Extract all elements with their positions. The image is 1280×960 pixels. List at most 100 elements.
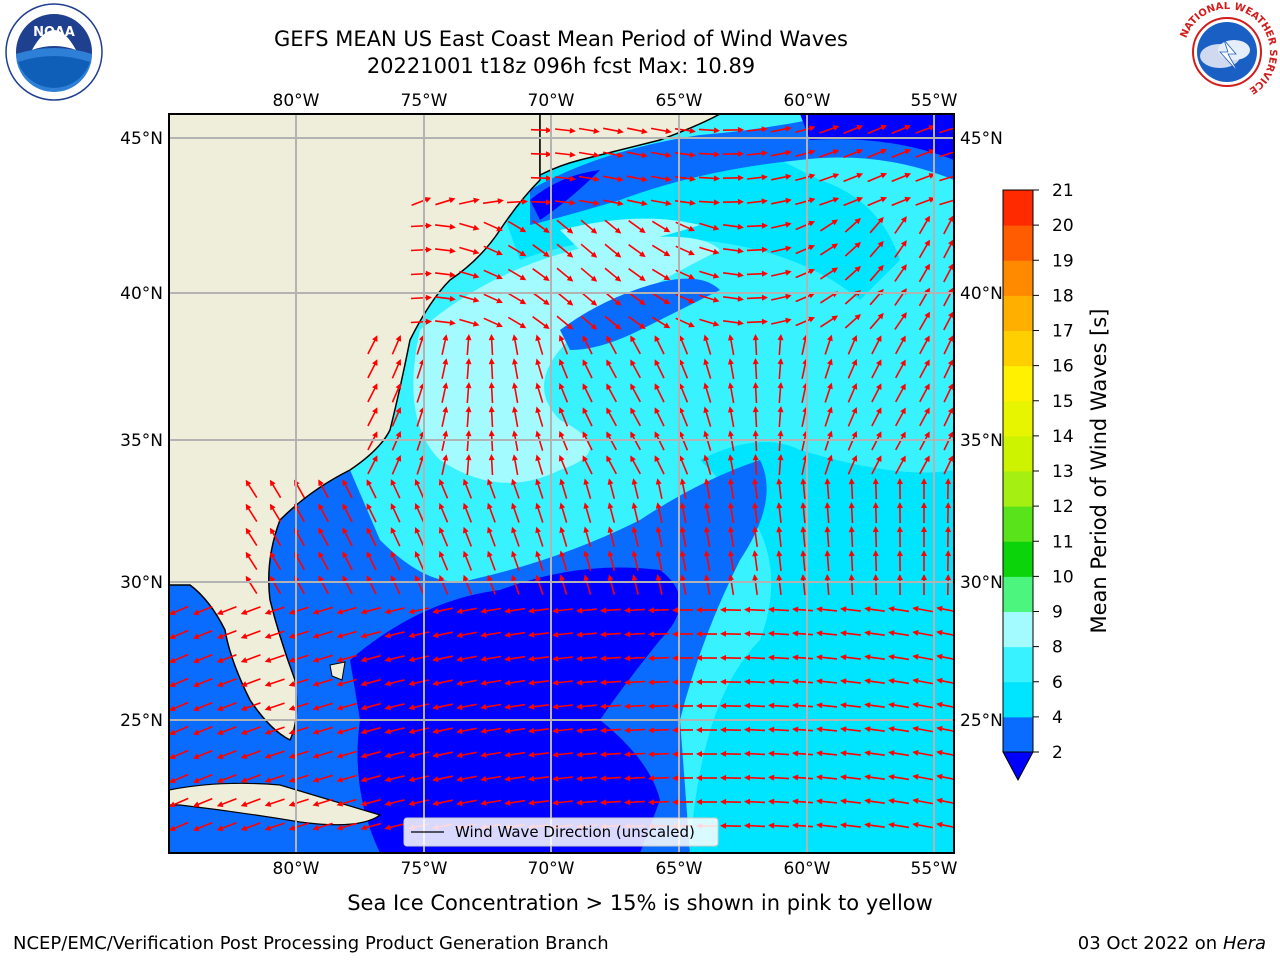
wind-arrow-head (768, 822, 775, 829)
wind-arrow-head (360, 824, 367, 831)
wind-arrow-head (264, 657, 272, 663)
wind-arrow-head (614, 251, 622, 258)
wind-arrow-head (336, 632, 343, 639)
wind-arrow-head (720, 774, 727, 781)
wind-arrow-head (521, 198, 528, 205)
wind-arrow-head (624, 775, 631, 782)
wind-arrow-shaft (459, 222, 477, 230)
wind-arrow-head (512, 358, 518, 365)
wind-arrow-shaft (555, 680, 573, 684)
wind-arrow-head (737, 247, 744, 254)
wind-arrow-shaft (602, 752, 622, 756)
wind-arrow-shaft (746, 752, 766, 756)
wind-arrow-head (816, 654, 823, 661)
wind-arrow-head (216, 633, 224, 639)
wind-arrow-shaft (771, 151, 789, 157)
colorbar-under-triangle (1002, 751, 1034, 782)
wind-arrow-head (854, 314, 861, 321)
wind-arrow-shaft (699, 294, 717, 302)
wind-arrow-shaft (270, 481, 282, 499)
wind-arrow-head (856, 125, 864, 131)
wind-arrow-head (848, 526, 855, 533)
wind-arrow-head (582, 431, 588, 438)
wind-arrow-head (511, 550, 517, 558)
wind-arrow-shaft (555, 608, 573, 612)
wind-arrow-head (372, 383, 378, 390)
wind-arrow-head (342, 551, 348, 558)
wind-arrow-head (851, 383, 858, 390)
wind-arrow-head (924, 239, 930, 247)
wind-arrow-shaft (506, 775, 526, 781)
wind-arrow-shaft (778, 481, 782, 499)
wind-arrow-head (945, 526, 952, 533)
wind-arrow-shaft (555, 152, 573, 156)
wind-arrow-head (655, 550, 662, 557)
wind-arrow-head (384, 680, 391, 687)
wind-arrow-head (876, 431, 882, 438)
wind-arrow-head (936, 629, 943, 636)
wind-arrow-head (824, 526, 831, 533)
wind-arrow-head (606, 455, 612, 463)
wind-arrow-shaft (367, 457, 377, 475)
wind-arrow-head (590, 251, 598, 258)
wind-arrow-shaft (770, 704, 790, 708)
wind-arrow-head (872, 550, 879, 557)
wind-arrow-head (535, 430, 542, 438)
wind-arrow-shaft (770, 656, 790, 660)
wind-arrow-head (264, 681, 272, 687)
wind-arrow-head (880, 148, 888, 155)
wind-arrow-head (192, 777, 200, 784)
wind-arrow-shaft (555, 800, 573, 804)
wind-arrow-head (288, 633, 296, 639)
wind-arrow-shaft (555, 632, 573, 636)
wind-arrow-head (688, 297, 695, 304)
wind-arrow-head (824, 550, 831, 557)
wind-arrow-shaft (843, 680, 861, 684)
wind-arrow-head (864, 654, 871, 661)
wind-arrow-head (816, 774, 823, 781)
wind-arrow-shaft (746, 632, 766, 636)
wind-arrow-head (663, 250, 671, 257)
wind-arrow-head (342, 575, 348, 582)
wind-arrow-head (816, 630, 823, 637)
wind-arrow-shaft (824, 457, 832, 475)
wind-arrow-head (888, 798, 895, 804)
wind-arrow-head (569, 151, 576, 158)
wind-arrow-shaft (699, 270, 717, 278)
wind-arrow-head (480, 800, 487, 806)
wind-arrow-shaft (866, 608, 886, 612)
wind-arrow-shaft (512, 577, 520, 595)
wind-arrow-shaft (771, 127, 789, 133)
wind-arrow-head (617, 176, 624, 183)
wind-arrow-shaft (512, 553, 520, 571)
wind-arrow-shaft (843, 824, 861, 828)
wind-arrow-head (473, 197, 480, 204)
wind-arrow-head (442, 454, 449, 461)
wind-arrow-head (948, 263, 954, 271)
wind-arrow-head (816, 822, 823, 829)
wind-arrow-head (606, 407, 612, 415)
lat-label: 35°N (120, 431, 163, 451)
wind-arrow-head (864, 726, 871, 733)
wind-arrow-head (752, 454, 759, 461)
wind-arrow-shaft (891, 173, 909, 183)
wind-arrow-head (456, 800, 463, 806)
colorbar: 2 4 6 8 9 10 11 12 13 14 15 16 17 18 19 20 21 (1002, 181, 1074, 782)
wind-arrow-head (900, 359, 906, 367)
wind-arrow-head (442, 358, 449, 365)
wind-arrow-head (877, 264, 884, 272)
wind-arrow-head (240, 753, 248, 759)
wind-arrow-head (696, 655, 702, 661)
wind-arrow-head (425, 318, 432, 325)
wind-arrow-shaft (243, 678, 261, 686)
wind-arrow-head (192, 681, 200, 688)
wind-arrow-head (552, 751, 559, 758)
wind-arrow-shaft (890, 823, 910, 829)
wind-arrow-head (318, 551, 324, 559)
wind-arrow-head (558, 358, 565, 366)
wind-arrow-head (761, 294, 768, 301)
wind-arrow-head (888, 822, 895, 828)
wind-arrow-head (900, 407, 906, 415)
wind-arrow-shaft (315, 798, 333, 806)
blue-region-gulf-of-maine (530, 114, 954, 225)
